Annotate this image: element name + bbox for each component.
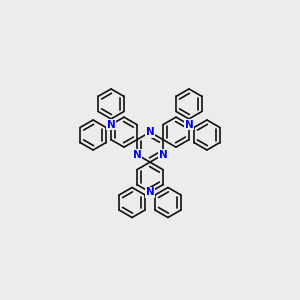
Text: N: N xyxy=(133,150,141,160)
Text: N: N xyxy=(146,187,154,197)
Text: N: N xyxy=(184,120,193,130)
Text: N: N xyxy=(159,150,167,160)
Text: N: N xyxy=(146,127,154,137)
Text: N: N xyxy=(107,120,116,130)
